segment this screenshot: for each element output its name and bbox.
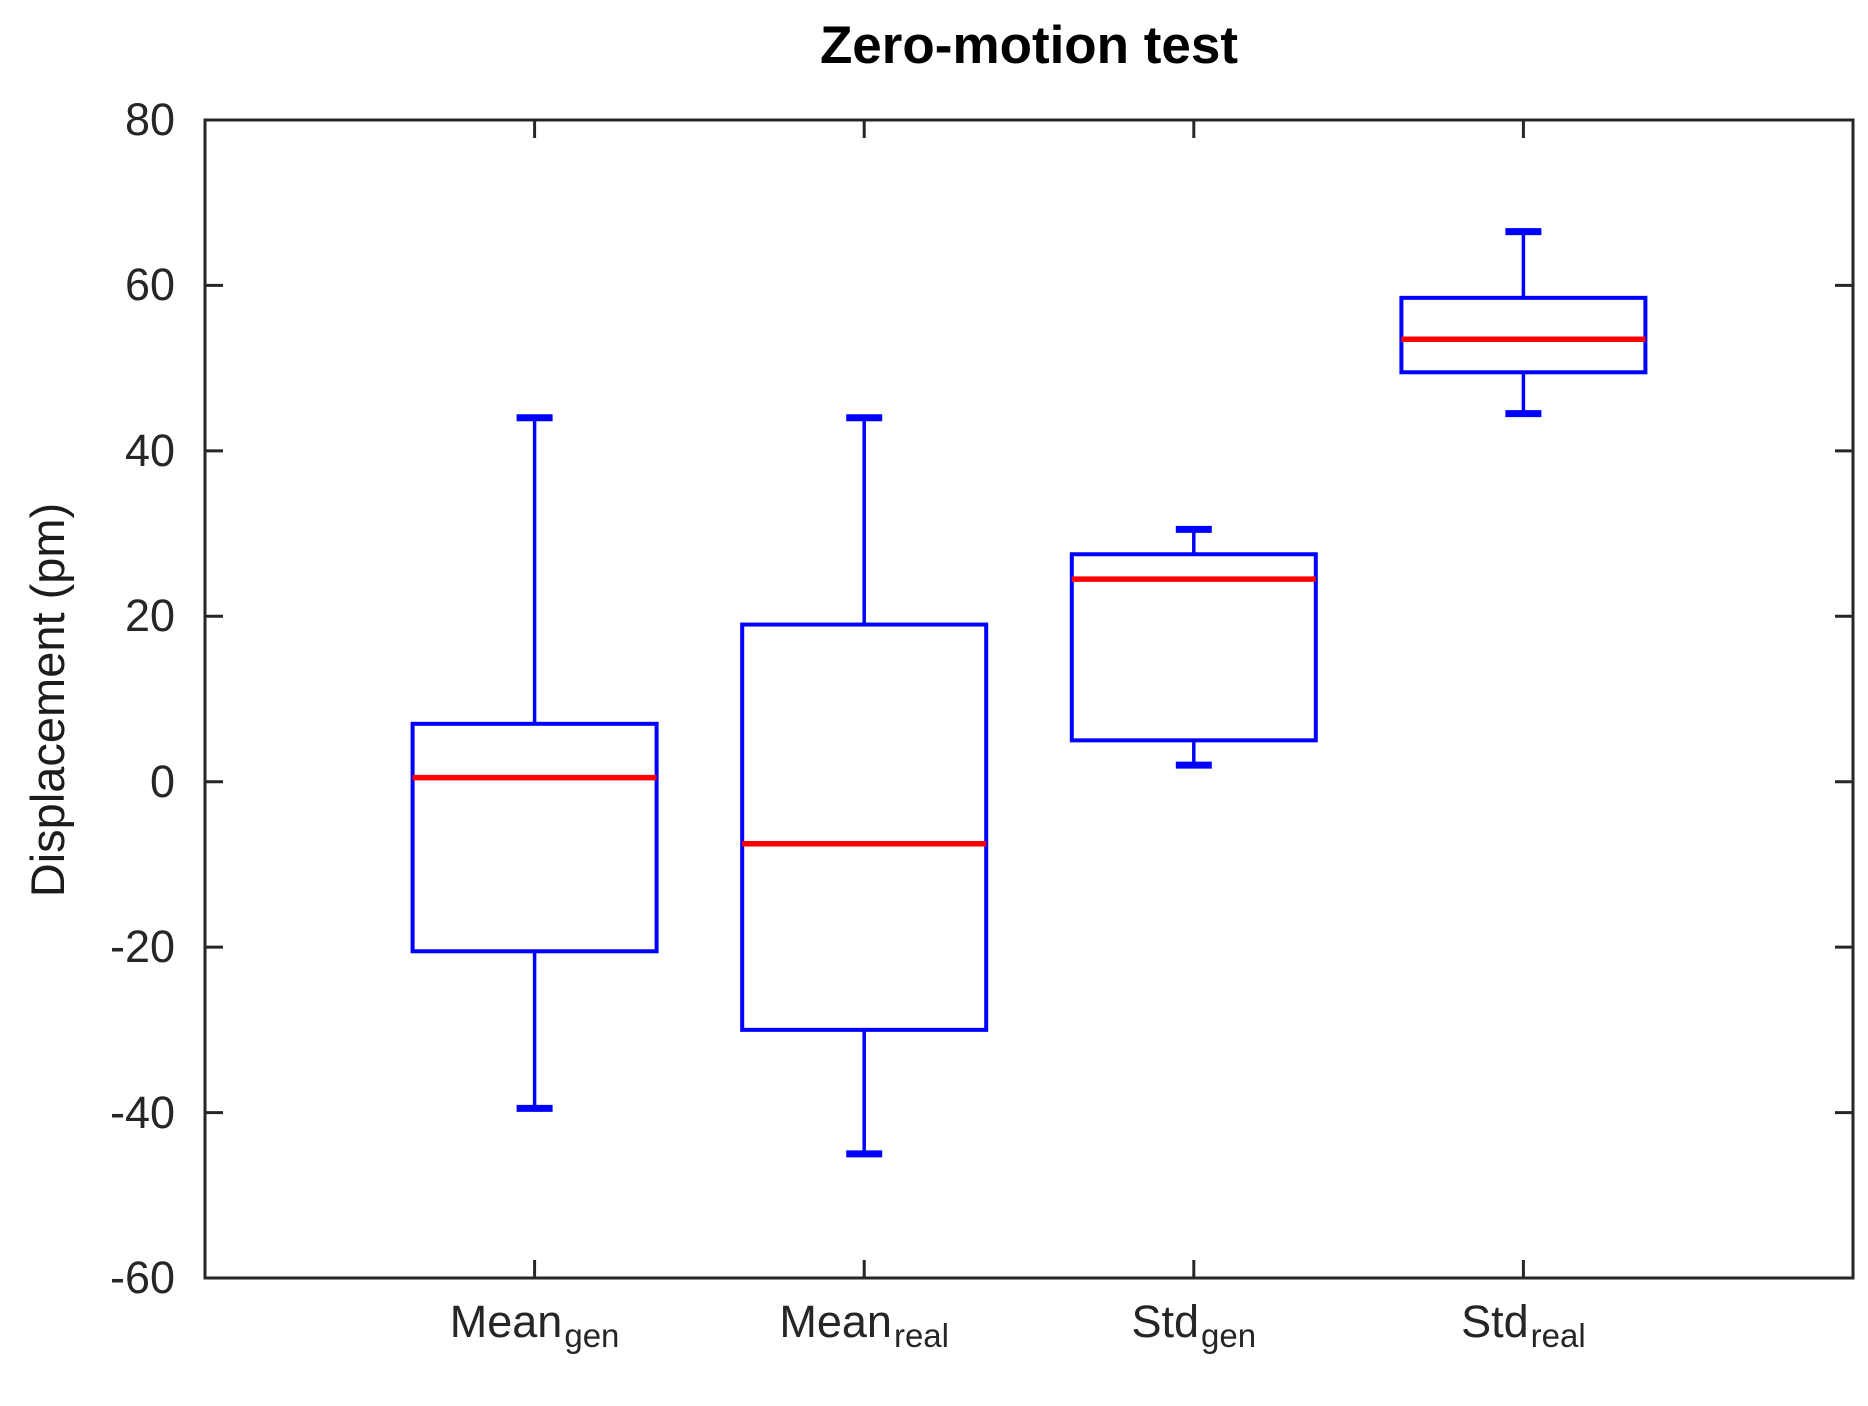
x-tick-label-subscript: gen xyxy=(564,1317,620,1354)
y-tick-label: -20 xyxy=(109,921,175,973)
iqr-box xyxy=(410,721,659,954)
x-tick-label: Meanreal xyxy=(704,1296,1024,1376)
y-tick-label: 60 xyxy=(124,259,175,311)
x-tick-label-subscript: real xyxy=(1530,1317,1586,1354)
y-tick-label: -40 xyxy=(109,1086,175,1138)
x-tick-label-main: Std xyxy=(1131,1296,1200,1347)
box-std-real xyxy=(1399,228,1648,418)
x-tick-label-subscript: gen xyxy=(1201,1317,1257,1354)
y-tick-label: 40 xyxy=(124,424,175,476)
x-tick-label: Stdgen xyxy=(1034,1296,1354,1376)
chart-title: Zero-motion test xyxy=(819,16,1239,75)
y-tick-label: 0 xyxy=(149,755,175,807)
iqr-box xyxy=(1069,552,1318,743)
y-tick-label: 20 xyxy=(124,590,175,642)
box-mean-real xyxy=(740,414,989,1158)
box-std-gen xyxy=(1069,525,1318,769)
iqr-box xyxy=(1399,295,1648,375)
x-tick-label-subscript: real xyxy=(893,1317,949,1354)
x-tick-label: Meangen xyxy=(375,1296,695,1376)
plot-frame xyxy=(203,118,1855,1280)
iqr-box xyxy=(740,622,989,1032)
x-tick-label-main: Mean xyxy=(779,1296,892,1347)
x-tick-label-main: Std xyxy=(1461,1296,1529,1347)
x-tick-label: Stdreal xyxy=(1363,1296,1683,1376)
x-tick-label-main: Mean xyxy=(449,1296,563,1347)
y-tick-label: 80 xyxy=(124,94,175,145)
box-mean-gen xyxy=(410,414,659,1112)
y-tick-label: -60 xyxy=(109,1252,175,1303)
